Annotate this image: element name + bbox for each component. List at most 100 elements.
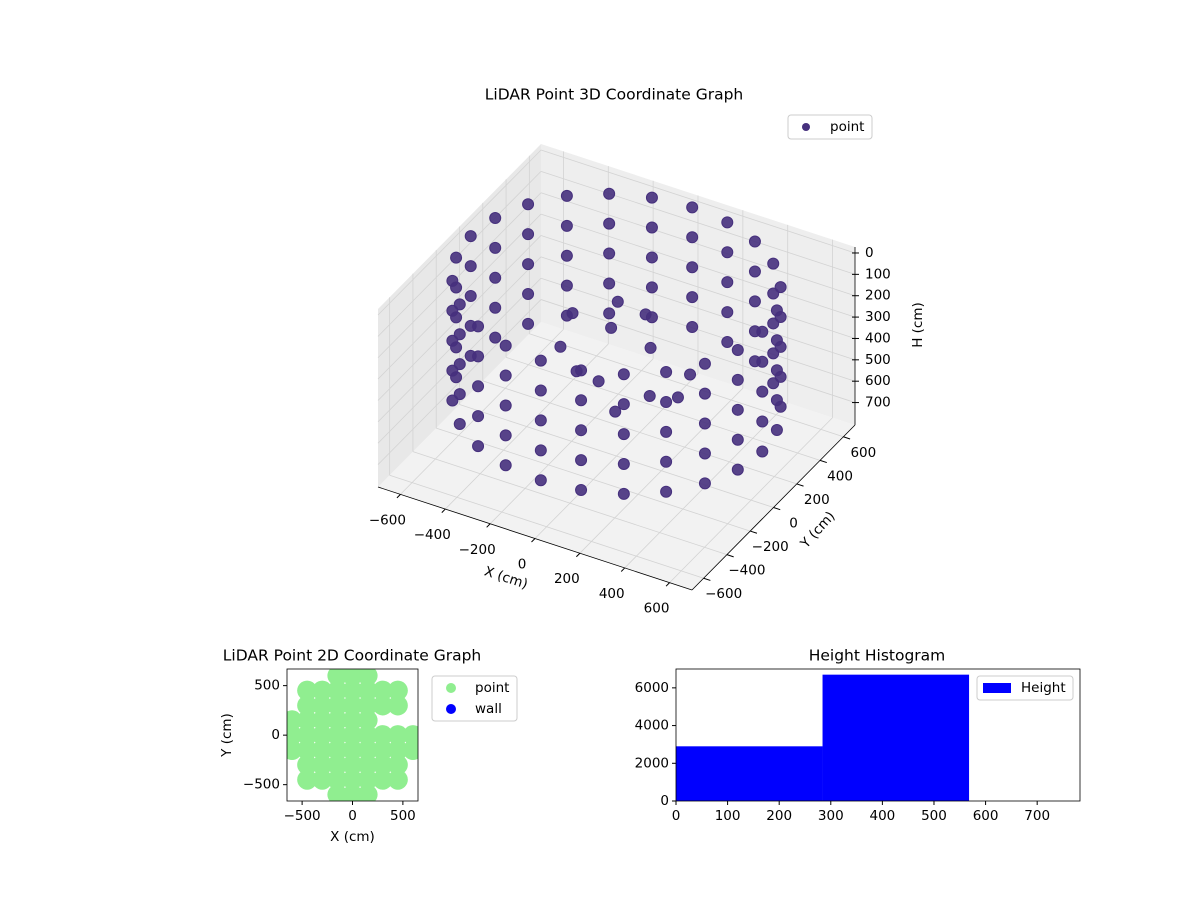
x-tick-label: 500 — [390, 808, 416, 824]
point — [499, 399, 512, 412]
legend-label: point — [475, 680, 509, 696]
point — [327, 784, 348, 801]
x-axis-label: X (cm) — [330, 829, 375, 845]
point — [522, 258, 535, 271]
point — [731, 433, 744, 446]
y-tick — [750, 530, 758, 534]
y-tick-label: 600 — [850, 445, 876, 461]
x-tick — [620, 567, 626, 572]
point — [327, 710, 348, 731]
point — [645, 221, 658, 234]
point — [450, 311, 463, 324]
x-tick-label: 100 — [715, 808, 741, 824]
point — [464, 230, 477, 243]
x-tick-label: 600 — [644, 601, 670, 617]
point — [605, 321, 618, 334]
point — [342, 769, 363, 790]
z-tick-label: 200 — [865, 288, 891, 304]
z-axis-label: H (cm) — [910, 302, 926, 348]
point — [603, 187, 616, 200]
point — [464, 289, 477, 302]
y-axis-line — [691, 424, 856, 591]
point — [312, 754, 333, 775]
point — [660, 395, 673, 408]
y-tick — [796, 483, 804, 487]
point — [342, 695, 363, 716]
point — [297, 754, 318, 775]
grid-line — [540, 256, 856, 361]
point — [499, 339, 512, 352]
point — [698, 447, 711, 460]
legend-swatch — [983, 683, 1011, 693]
point — [357, 710, 378, 731]
point — [570, 365, 583, 378]
point — [767, 347, 780, 360]
y-tick-label: 0 — [271, 727, 280, 743]
grid-line — [389, 474, 704, 579]
point — [731, 343, 744, 356]
point — [748, 265, 761, 278]
x-tick — [486, 523, 491, 528]
point — [767, 257, 780, 270]
point — [603, 277, 616, 290]
chart-title: LiDAR Point 3D Coordinate Graph — [485, 86, 743, 104]
point — [534, 354, 547, 367]
point — [327, 669, 348, 686]
y-axis-label: Y (cm) — [219, 713, 235, 758]
point — [748, 355, 761, 368]
z-tick-label: 700 — [865, 395, 891, 411]
point — [489, 331, 502, 344]
grid-line — [540, 192, 856, 297]
grid-line — [377, 192, 542, 359]
point — [297, 680, 318, 701]
point — [617, 457, 630, 470]
y-tick-label: 200 — [804, 492, 830, 508]
point — [767, 287, 780, 300]
point — [721, 276, 734, 289]
point — [603, 247, 616, 260]
point — [357, 754, 378, 775]
axes-frame — [675, 668, 1081, 802]
point — [387, 725, 408, 746]
point — [312, 710, 333, 731]
point — [767, 377, 780, 390]
point — [575, 454, 588, 467]
point — [327, 754, 348, 775]
point — [721, 335, 734, 348]
point — [645, 251, 658, 264]
x-tick-label: 0 — [348, 808, 357, 824]
point — [312, 740, 333, 761]
point — [575, 394, 588, 407]
x-tick-label: 400 — [599, 586, 625, 602]
point — [686, 231, 699, 244]
point — [686, 321, 699, 334]
point — [312, 725, 333, 746]
point — [748, 325, 761, 338]
y-tick-label: 6000 — [635, 680, 669, 696]
point — [472, 410, 485, 423]
chart-title: LiDAR Point 2D Coordinate Graph — [223, 647, 481, 665]
point — [644, 341, 657, 354]
point — [327, 725, 348, 746]
point — [698, 477, 711, 490]
point — [603, 217, 616, 230]
point — [686, 201, 699, 214]
point — [287, 710, 303, 731]
point — [748, 295, 761, 308]
x-tick — [665, 582, 670, 587]
point — [774, 400, 787, 413]
point — [387, 769, 408, 790]
x-tick-label: 600 — [973, 808, 999, 824]
point — [357, 769, 378, 790]
point — [560, 249, 573, 262]
legend-label: Height — [1021, 680, 1066, 696]
point — [357, 784, 378, 801]
point — [660, 366, 673, 379]
point — [489, 301, 502, 314]
point — [522, 288, 535, 301]
point — [643, 389, 656, 402]
point — [611, 295, 624, 308]
y-tick-label: −400 — [728, 563, 765, 579]
x-tick-label: −200 — [459, 542, 496, 558]
